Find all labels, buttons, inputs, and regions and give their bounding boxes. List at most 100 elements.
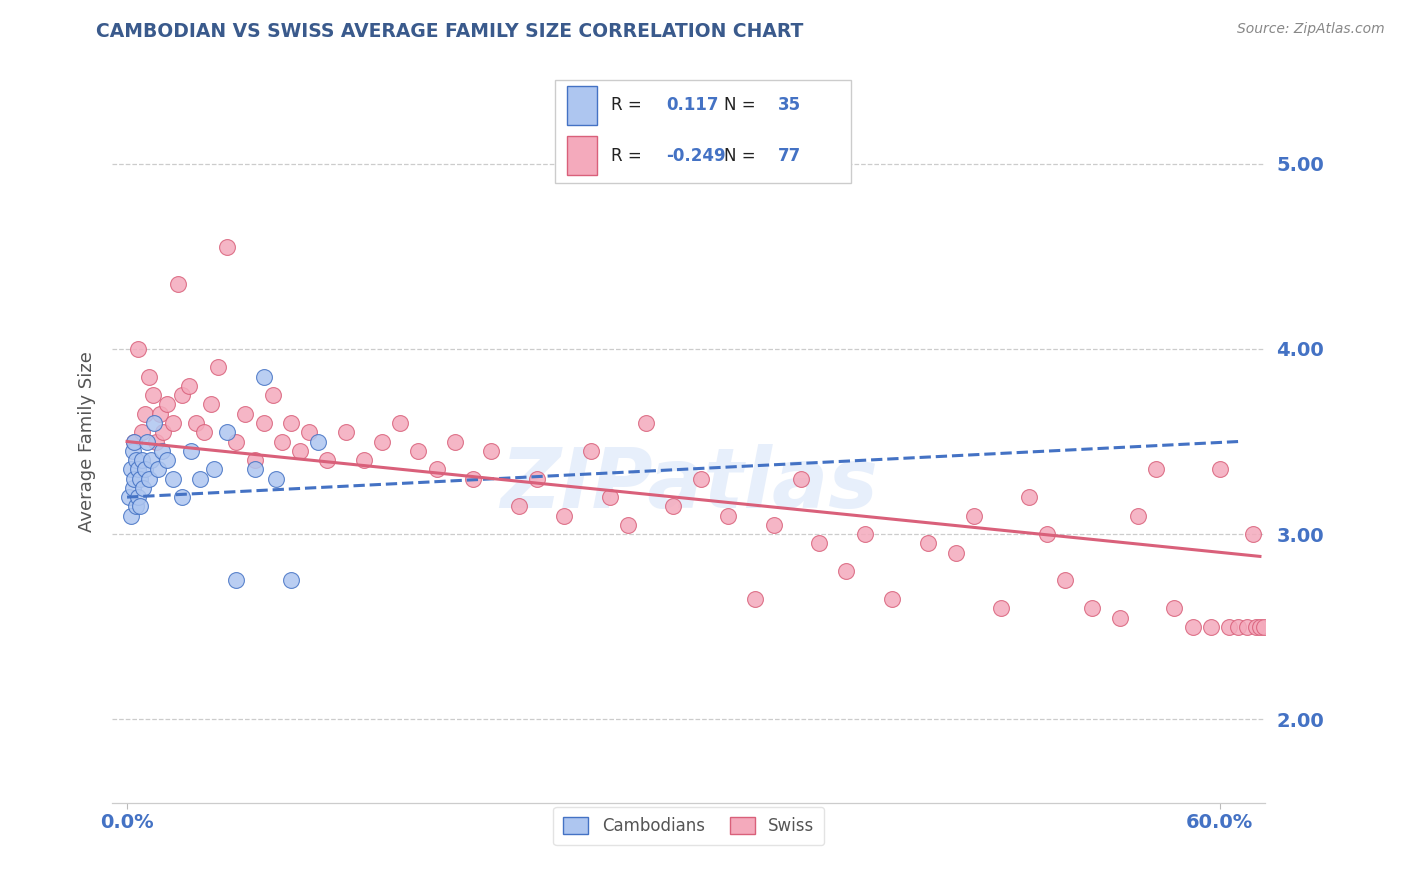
Point (200, 397, 222, 411)
Point (1054, 574, 1077, 588)
Point (225, 434, 247, 449)
Point (1108, 610, 1130, 624)
Point (156, 397, 179, 411)
FancyBboxPatch shape (555, 80, 851, 183)
Point (188, 472, 211, 486)
Point (1249, 620, 1271, 634)
Point (280, 416, 302, 430)
Point (127, 462, 149, 476)
Point (526, 472, 548, 486)
Point (853, 527, 876, 541)
Point (808, 536, 831, 550)
Point (1126, 508, 1149, 523)
Point (131, 425, 153, 440)
Point (124, 472, 146, 486)
Text: -0.249: -0.249 (666, 146, 725, 165)
Point (262, 388, 284, 402)
Text: R =: R = (612, 146, 643, 165)
Point (444, 434, 467, 449)
Point (762, 517, 785, 532)
Point (124, 434, 146, 449)
Point (170, 388, 193, 402)
Point (1253, 620, 1275, 634)
Point (207, 360, 229, 375)
Point (243, 462, 266, 476)
Point (225, 574, 247, 588)
FancyBboxPatch shape (567, 87, 596, 126)
Point (880, 592, 903, 607)
Point (145, 434, 167, 449)
Point (125, 453, 148, 467)
Point (1018, 490, 1040, 504)
Point (270, 434, 292, 449)
Point (835, 564, 858, 578)
Text: R =: R = (612, 96, 643, 114)
Point (120, 508, 142, 523)
Point (371, 434, 394, 449)
Point (307, 434, 329, 449)
Point (717, 508, 740, 523)
Point (1209, 462, 1232, 476)
Text: 35: 35 (779, 96, 801, 114)
Point (689, 472, 711, 486)
Point (253, 416, 276, 430)
Point (134, 462, 156, 476)
Point (662, 500, 685, 514)
Text: CAMBODIAN VS SWISS AVERAGE FAMILY SIZE CORRELATION CHART: CAMBODIAN VS SWISS AVERAGE FAMILY SIZE C… (96, 22, 803, 41)
Point (1227, 620, 1250, 634)
Point (963, 508, 986, 523)
Point (1081, 601, 1104, 615)
Point (266, 472, 288, 486)
Text: Source: ZipAtlas.com: Source: ZipAtlas.com (1237, 22, 1385, 37)
Point (120, 462, 142, 476)
Point (162, 472, 184, 486)
Point (235, 407, 257, 421)
FancyBboxPatch shape (567, 136, 596, 175)
Point (217, 425, 239, 440)
Point (617, 517, 640, 532)
Point (193, 425, 215, 440)
Point (316, 453, 339, 467)
Point (156, 453, 179, 467)
Point (132, 481, 155, 495)
Point (127, 342, 149, 356)
Point (1036, 527, 1059, 541)
Point (636, 416, 658, 430)
Text: N =: N = (724, 146, 755, 165)
Point (1163, 601, 1185, 615)
Point (170, 490, 193, 504)
Point (118, 490, 141, 504)
Point (1246, 620, 1268, 634)
Point (167, 277, 190, 291)
Point (1241, 527, 1264, 541)
Point (1236, 620, 1258, 634)
Point (408, 443, 430, 458)
Point (141, 388, 163, 402)
Point (1199, 620, 1222, 634)
Point (1144, 462, 1167, 476)
Point (149, 407, 172, 421)
Point (426, 462, 449, 476)
Point (136, 434, 159, 449)
Point (177, 379, 200, 393)
Point (790, 472, 813, 486)
Point (917, 536, 939, 550)
Point (204, 462, 226, 476)
Point (553, 508, 575, 523)
Point (162, 416, 184, 430)
Point (243, 453, 266, 467)
Text: ZIPatlas: ZIPatlas (501, 444, 877, 525)
Legend: Cambodians, Swiss: Cambodians, Swiss (554, 807, 824, 845)
Point (298, 425, 321, 440)
Point (353, 453, 375, 467)
Point (461, 472, 484, 486)
Point (127, 490, 149, 504)
Point (146, 462, 169, 476)
Point (1181, 620, 1204, 634)
Point (121, 481, 143, 495)
Point (128, 500, 150, 514)
Point (581, 443, 603, 458)
Point (134, 407, 156, 421)
Point (508, 500, 530, 514)
Point (990, 601, 1012, 615)
